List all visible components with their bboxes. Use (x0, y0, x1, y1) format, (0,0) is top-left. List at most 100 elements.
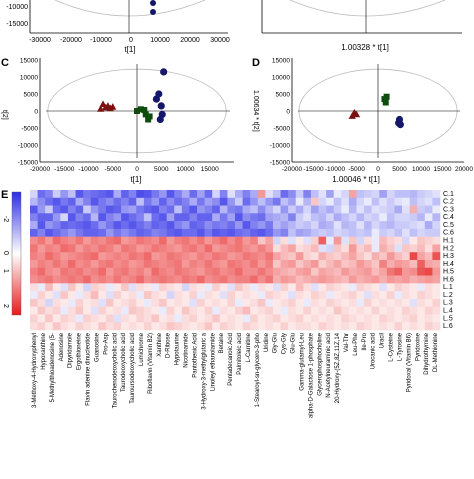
heatmap-cell (30, 244, 38, 253)
x-tick-label: 10000 (176, 166, 194, 173)
heatmap-cell (30, 260, 38, 269)
heatmap-cell (379, 236, 388, 245)
data-point-square (145, 116, 152, 123)
heatmap-cell (90, 228, 99, 237)
heatmap-cell (341, 252, 350, 261)
heatmap-cell (417, 260, 426, 269)
heatmap-cell (424, 314, 433, 323)
heatmap-cell (45, 306, 54, 315)
heatmap-cell (204, 252, 213, 261)
heatmap-cell (356, 190, 365, 199)
heatmap-cell (242, 267, 251, 276)
heatmap-cell (379, 197, 388, 206)
heatmap-cell (432, 260, 441, 269)
row-label: H.1 (443, 238, 454, 245)
heatmap-cell (105, 291, 114, 300)
heatmap-cell (348, 221, 357, 230)
heatmap-cell (386, 291, 395, 300)
heatmap-cell (159, 314, 167, 323)
heatmap-cell (60, 190, 69, 199)
heatmap-cell (128, 260, 137, 269)
heatmap-cell (242, 260, 251, 269)
y-tick-label: -5000 (21, 126, 38, 133)
heatmap-cell (90, 283, 99, 292)
heatmap-cell (227, 283, 236, 292)
heatmap-cell (235, 221, 243, 230)
column-label: Hypoxanthine (41, 332, 47, 369)
heatmap-cell (67, 244, 76, 253)
heatmap-cell (159, 298, 167, 307)
heatmap-cell (67, 306, 76, 315)
heatmap-cell (310, 244, 319, 253)
heatmap-cell (128, 213, 137, 222)
heatmap-cell (60, 283, 69, 292)
heatmap-cell (189, 252, 198, 261)
heatmap-cell (219, 306, 228, 315)
heatmap-cell (333, 190, 342, 199)
heatmap-cell (45, 275, 54, 284)
heatmap-cell (295, 197, 304, 206)
heatmap-cell (30, 267, 38, 276)
heatmap-cell (318, 267, 327, 276)
heatmap-cell (67, 221, 76, 230)
heatmap-cell (105, 275, 114, 284)
heatmap-cell (265, 228, 274, 237)
heatmap-cell (318, 213, 327, 222)
heatmap-cell (272, 314, 281, 323)
heatmap-cell (75, 244, 84, 253)
heatmap-cell (181, 213, 190, 222)
heatmap-cell (272, 228, 281, 237)
heatmap-cell (333, 291, 342, 300)
column-label: Pantothenic Acid (192, 333, 198, 378)
heatmap-cell (371, 252, 380, 261)
heatmap-cell (204, 291, 213, 300)
heatmap-cell (174, 205, 183, 214)
heatmap-cell (151, 190, 160, 199)
heatmap-cell (310, 283, 319, 292)
heatmap-cell (30, 205, 38, 214)
heatmap-cell (60, 228, 69, 237)
heatmap-cell (250, 213, 259, 222)
heatmap-cell (30, 283, 38, 292)
data-point-circle (155, 90, 163, 98)
heatmap-cell (98, 291, 107, 300)
heatmap-cell (166, 283, 175, 292)
heatmap-cell (83, 298, 92, 307)
heatmap-cell (67, 314, 76, 323)
heatmap-cell (105, 283, 114, 292)
x-tick-label: 20000 (455, 166, 473, 173)
heatmap-cell (364, 306, 372, 315)
heatmap-cell (386, 314, 395, 323)
heatmap-cell (242, 197, 251, 206)
heatmap-cell (235, 306, 243, 315)
heatmap-cell (83, 228, 92, 237)
heatmap-cell (295, 306, 304, 315)
heatmap-cell (219, 205, 228, 214)
heatmap-cell (394, 236, 403, 245)
heatmap-cell (189, 275, 198, 284)
row-label: L.1 (443, 284, 453, 291)
x-tick-label: 20000 (180, 37, 200, 44)
heatmap-cell (394, 244, 403, 253)
heatmap-cell (52, 314, 61, 323)
heatmap-cell (189, 190, 198, 199)
heatmap-cell (409, 252, 418, 261)
heatmap-cell (113, 260, 122, 269)
heatmap-cell (303, 306, 312, 315)
heatmap-cell (67, 291, 76, 300)
data-point-square (142, 111, 149, 118)
heatmap-cell (379, 298, 388, 307)
heatmap-cell (83, 252, 92, 261)
heatmap-cell (402, 267, 410, 276)
heatmap-cell (348, 267, 357, 276)
heatmap-cell (30, 190, 38, 199)
heatmap-cell (204, 267, 213, 276)
heatmap-cell (235, 197, 243, 206)
heatmap-cell (265, 213, 274, 222)
heatmap-cell (227, 236, 236, 245)
heatmap-cell (204, 197, 213, 206)
heatmap-cell (45, 260, 54, 269)
heatmap-cell (121, 275, 129, 284)
x-tick-label: -5000 (104, 166, 121, 173)
heatmap-cell (166, 298, 175, 307)
